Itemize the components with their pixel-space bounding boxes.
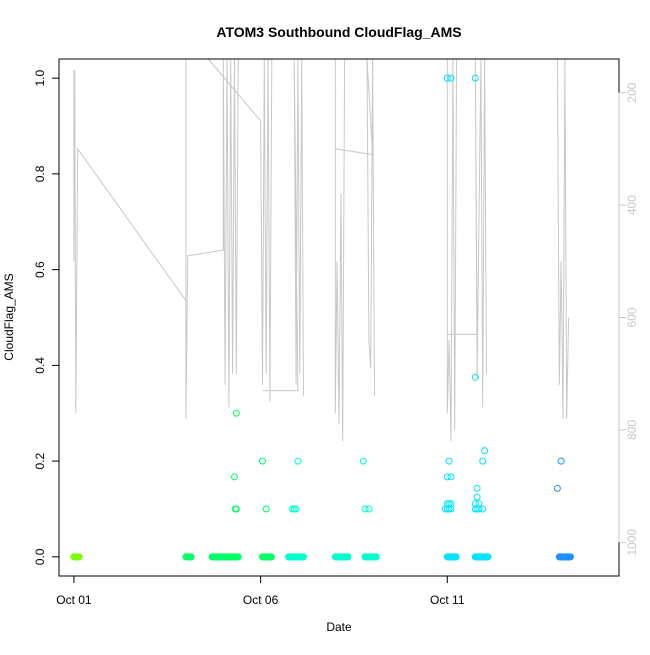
data-point: [443, 473, 451, 481]
axes-layer: Oct 01 Oct 06 Oct 11 0.0 0.2 0.4 0.6 0.8 1.0 200 4…: [33, 69, 639, 607]
data-point: [262, 505, 270, 513]
data-point: [479, 505, 487, 513]
data-point: [471, 373, 479, 381]
data-point: [473, 484, 481, 492]
data-point: [471, 74, 479, 82]
data-point: [372, 553, 380, 561]
data-point: [231, 473, 238, 481]
right-tick-label: 600: [625, 307, 639, 327]
data-point: [259, 457, 266, 465]
data-point: [475, 505, 483, 513]
data-point: [445, 505, 453, 513]
data-point: [294, 457, 302, 465]
data-point: [365, 505, 373, 513]
data-point: [232, 409, 240, 417]
data-point: [292, 505, 300, 513]
altitude-trace: [334, 58, 346, 442]
data-point: [473, 493, 481, 501]
y-tick-label: 0.2: [33, 452, 47, 469]
right-tick-label: 400: [625, 195, 639, 215]
data-point: [481, 447, 489, 455]
y-tick-label: 0.6: [33, 261, 47, 278]
altitude-trace: [447, 58, 487, 408]
data-point: [300, 553, 307, 561]
data-point: [447, 74, 455, 82]
plot-frame: [58, 58, 620, 577]
data-point: [288, 505, 296, 513]
data-point: [75, 553, 83, 561]
data-point: [445, 457, 453, 465]
data-point: [479, 457, 487, 465]
y-tick-label: 1.0: [33, 69, 47, 86]
y-tick-label: 0.0: [33, 548, 47, 565]
data-point: [361, 505, 369, 513]
y-tick-label: 0.4: [33, 357, 47, 374]
data-point: [359, 457, 367, 465]
y-tick-label: 0.8: [33, 165, 47, 182]
data-point-layer: [70, 74, 574, 561]
altitude-trace: [556, 58, 570, 419]
x-tick-label: Oct 11: [430, 593, 465, 607]
data-point: [553, 484, 561, 492]
right-tick-label: 200: [625, 82, 639, 102]
data-point: [567, 553, 574, 561]
altitude-trace: [207, 58, 273, 402]
data-point: [344, 553, 352, 561]
altitude-trace-layer: [73, 58, 570, 442]
data-point: [443, 74, 451, 82]
data-point: [267, 553, 275, 561]
right-tick-label: 1000: [625, 529, 639, 556]
y-axis-label: CloudFlag_AMS: [2, 273, 16, 360]
right-tick-label: 800: [625, 420, 639, 440]
x-tick-label: Oct 06: [243, 593, 279, 607]
data-point: [447, 473, 455, 481]
x-tick-label: Oct 01: [56, 593, 92, 607]
data-point: [187, 553, 195, 561]
altitude-trace: [446, 58, 458, 442]
altitude-trace: [185, 58, 239, 419]
data-point: [557, 457, 565, 465]
data-point: [484, 553, 492, 561]
chart-title: ATOM3 Southbound CloudFlag_AMS: [216, 24, 461, 40]
data-point: [452, 553, 460, 561]
data-point: [232, 505, 240, 513]
altitude-trace: [73, 70, 187, 414]
x-axis-label: Date: [326, 620, 352, 634]
altitude-trace: [262, 58, 304, 397]
data-point: [447, 505, 455, 513]
data-point: [290, 505, 298, 513]
data-point: [234, 553, 242, 561]
